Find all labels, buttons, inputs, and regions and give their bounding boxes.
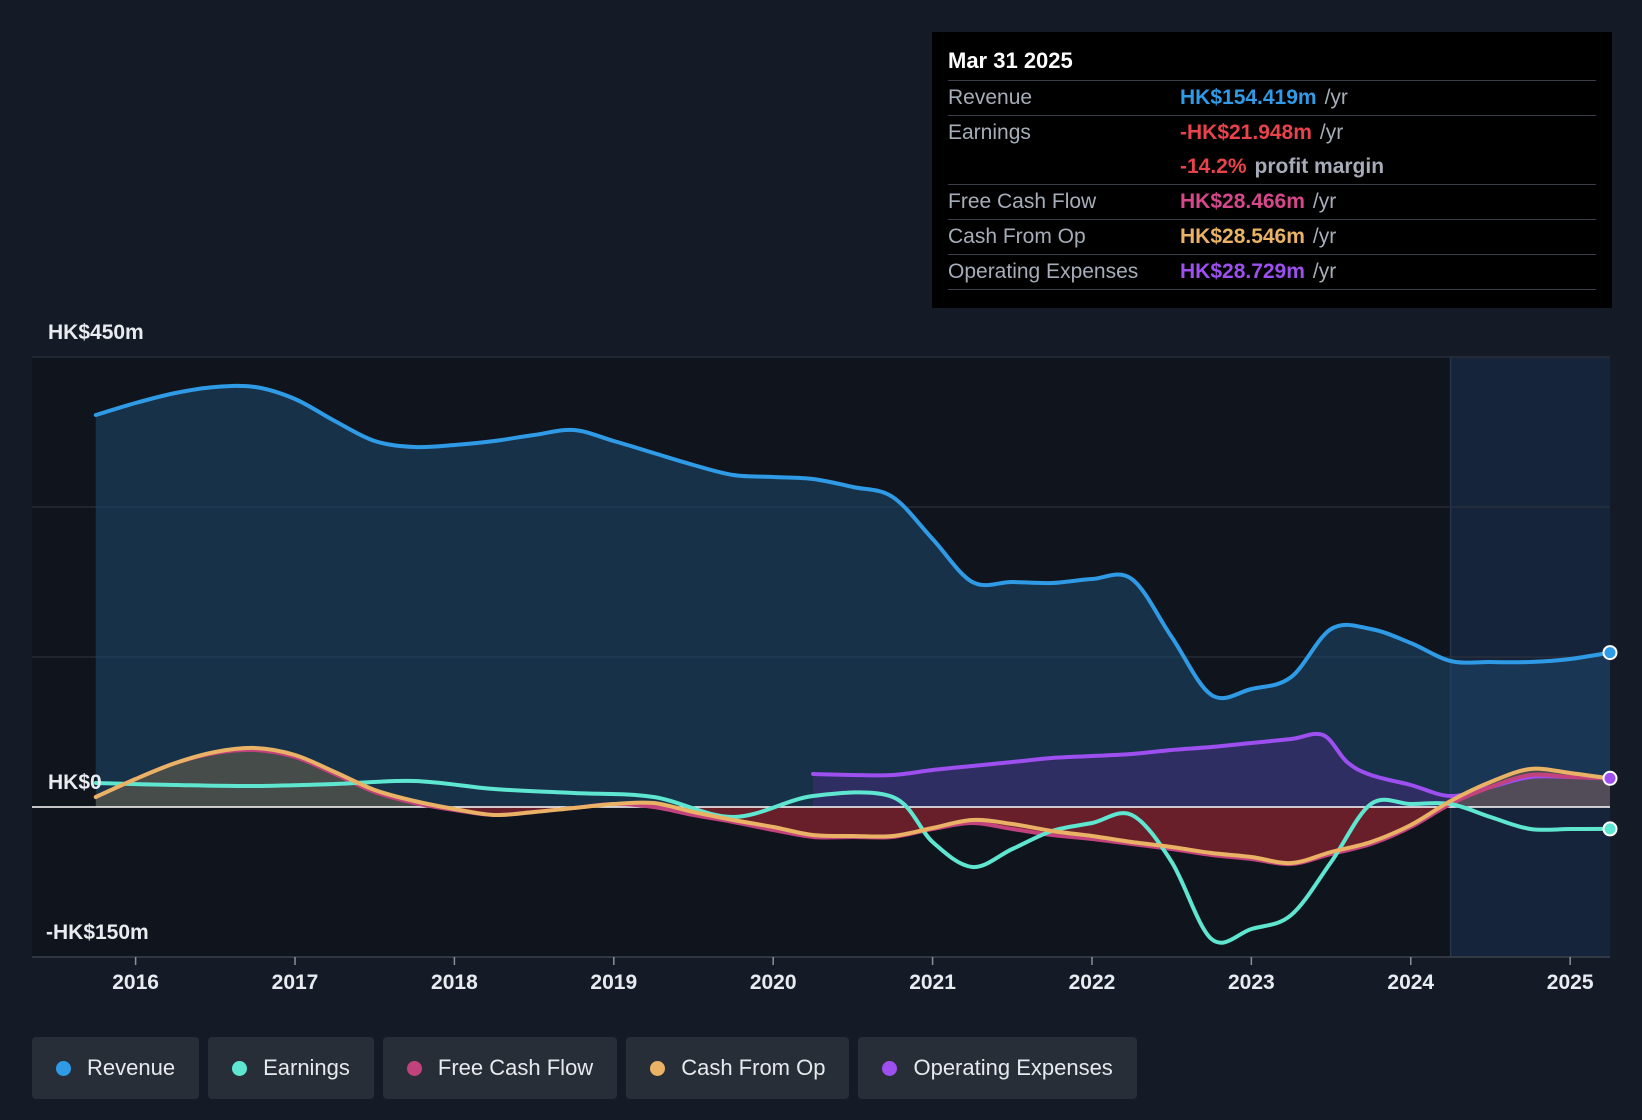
tooltip-row-profit-margin: -14.2% profit margin [948,150,1596,185]
y-tick-label-bottom: -HK$150m [46,921,149,944]
series-end-markers [1602,645,1618,837]
x-tick-label: 2020 [750,971,797,994]
tooltip-unit: /yr [1312,260,1337,283]
end-marker-revenue [1602,645,1618,661]
tooltip-row-operating-expenses: Operating Expenses HK$28.729m /yr [948,255,1596,290]
legend: Revenue Earnings Free Cash Flow Cash Fro… [32,1037,1137,1099]
legend-dot-icon [882,1060,898,1076]
tooltip-unit: /yr [1312,225,1337,248]
area-operating-expenses [813,733,1610,807]
tooltip-unit: /yr [1324,86,1348,109]
series-line-revenue [93,383,1612,701]
tooltip-unit: /yr [1312,190,1337,213]
end-marker-earnings [1602,821,1618,837]
tooltip-label: Operating Expenses [948,260,1139,283]
tooltip-value: -HK$21.948m [1180,121,1312,144]
tooltip-label: Cash From Op [948,225,1086,248]
tooltip-row-revenue: Revenue HK$154.419m /yr [948,81,1596,116]
tooltip-label: Revenue [948,86,1033,109]
y-tick-label-top: HK$450m [48,321,144,344]
x-tick-label: 2016 [112,971,159,994]
x-axis: 2016 2017 2018 2019 2020 2021 2022 2023 2024 2025 [32,956,1610,994]
legend-item-revenue[interactable]: Revenue [32,1037,200,1099]
tooltip-row-earnings: Earnings -HK$21.948m /yr [948,116,1596,150]
legend-label: Cash From Op [681,1055,826,1080]
tooltip-label: Earnings [948,121,1031,144]
legend-dot-icon [406,1060,422,1076]
tooltip-value: HK$28.466m [1180,190,1305,213]
tooltip-row-free-cash-flow: Free Cash Flow HK$28.466m /yr [948,185,1596,220]
x-tick-label: 2021 [909,971,956,994]
tooltip-unit: /yr [1319,121,1344,144]
end-marker-operating-expenses [1602,770,1618,786]
x-tick-label: 2022 [1069,971,1116,994]
legend-label: Operating Expenses [913,1055,1113,1080]
area-revenue [95,385,1610,807]
legend-item-free-cash-flow[interactable]: Free Cash Flow [382,1037,618,1099]
series-line-earnings [93,778,1612,945]
series-lines [93,383,1612,945]
legend-dot-icon [232,1060,248,1076]
x-tick-label: 2018 [431,971,478,994]
tooltip-value: HK$28.546m [1180,225,1305,248]
legend-item-cash-from-op[interactable]: Cash From Op [626,1037,850,1099]
x-tick-label: 2017 [272,971,319,994]
tooltip-label: Free Cash Flow [948,190,1097,213]
x-tick-label: 2025 [1547,971,1594,994]
legend-item-earnings[interactable]: Earnings [208,1037,374,1099]
tooltip-row-cash-from-op: Cash From Op HK$28.546m /yr [948,220,1596,255]
legend-label: Free Cash Flow [437,1055,594,1080]
tooltip-value: HK$28.729m [1180,260,1305,283]
x-tick-label: 2024 [1387,971,1434,994]
legend-item-operating-expenses[interactable]: Operating Expenses [858,1037,1137,1099]
y-tick-label-zero: HK$0 [48,771,102,794]
tooltip-panel: Mar 31 2025 Revenue HK$154.419m /yr Earn… [932,32,1612,308]
legend-dot-icon [650,1060,666,1076]
tooltip-unit: profit margin [1254,155,1385,178]
x-tick-label: 2019 [590,971,637,994]
legend-label: Earnings [263,1055,350,1080]
tooltip-label [948,150,1180,184]
tooltip-date: Mar 31 2025 [948,46,1596,81]
legend-label: Revenue [87,1055,176,1080]
legend-dot-icon [56,1060,71,1076]
x-tick-label: 2023 [1228,971,1275,994]
tooltip-value: -14.2% [1180,155,1247,178]
tooltip-value: HK$154.419m [1180,86,1317,109]
series-line-cash-from-op [93,745,1612,866]
